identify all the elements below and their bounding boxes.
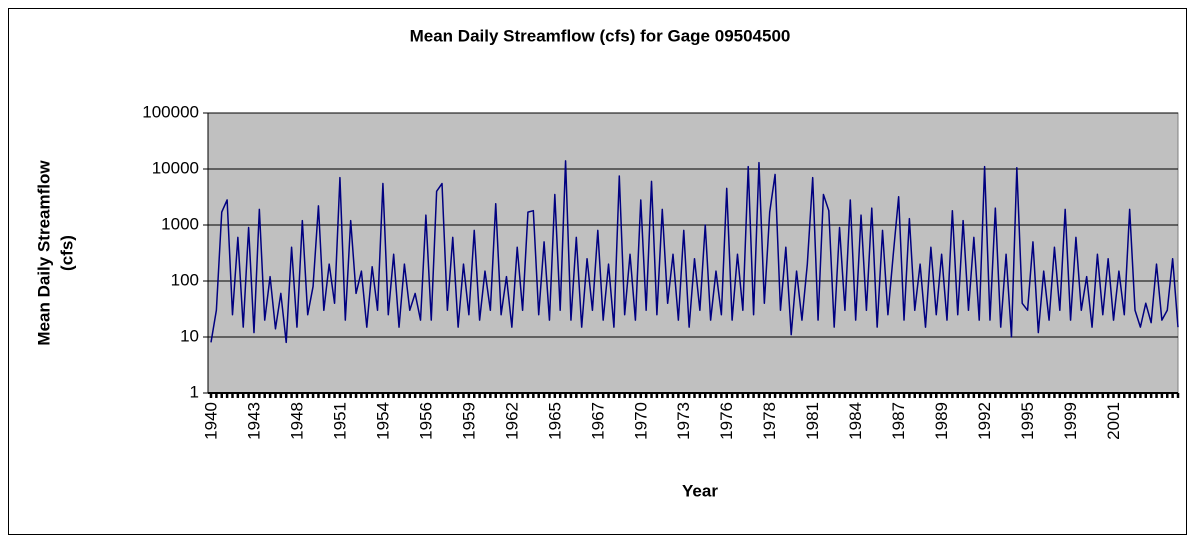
y-tick-label: 10000 (152, 158, 199, 177)
y-axis-title: (cfs) (57, 235, 76, 271)
chart-title: Mean Daily Streamflow (cfs) for Gage 095… (410, 26, 791, 45)
x-tick-label: 2001 (1104, 402, 1123, 440)
x-tick-label: 1959 (459, 402, 478, 440)
y-axis-title: Mean Daily Streamflow (34, 160, 53, 346)
x-tick-label: 1967 (588, 402, 607, 440)
x-tick-label: 1995 (1018, 402, 1037, 440)
plot-area (207, 112, 1179, 394)
x-tick-label: 1940 (201, 402, 220, 440)
x-tick-label: 1951 (330, 402, 349, 440)
x-tick-label: 1999 (1061, 402, 1080, 440)
x-tick-label: 1992 (975, 402, 994, 440)
x-tick-label: 1976 (717, 402, 736, 440)
x-tick-label: 1943 (244, 402, 263, 440)
x-tick-label: 1956 (416, 402, 435, 440)
x-tick-label: 1981 (803, 402, 822, 440)
x-tick-label: 1978 (760, 402, 779, 440)
x-tick-label: 1973 (674, 402, 693, 440)
x-axis-title: Year (682, 481, 718, 500)
y-tick-label: 100 (171, 270, 199, 289)
y-tick-label: 100000 (142, 102, 199, 121)
x-tick-label: 1984 (846, 402, 865, 440)
x-tick-label: 1970 (631, 402, 650, 440)
x-tick-label: 1989 (932, 402, 951, 440)
data-line (210, 160, 1179, 344)
y-tick-label: 10 (180, 326, 199, 345)
x-tick-label: 1948 (287, 402, 306, 440)
x-tick-label: 1965 (545, 402, 564, 440)
y-tick-label: 1000 (161, 214, 199, 233)
x-tick-label: 1987 (889, 402, 908, 440)
x-tick-label: 1954 (373, 402, 392, 440)
y-tick-label: 1 (190, 382, 199, 401)
x-tick-label: 1962 (502, 402, 521, 440)
